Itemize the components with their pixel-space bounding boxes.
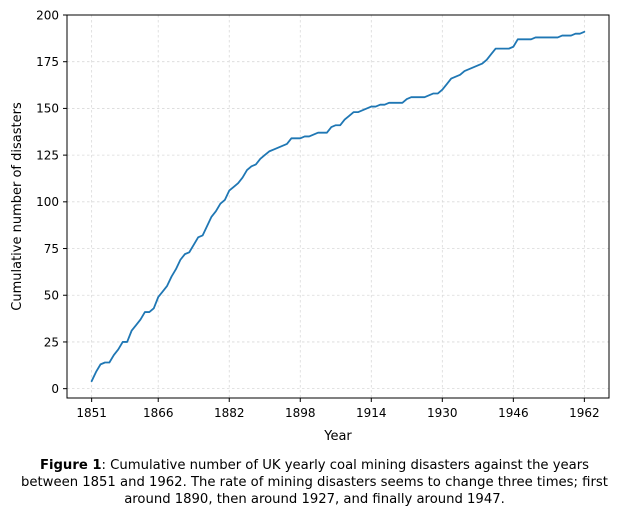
x-axis-label: Year xyxy=(323,429,352,444)
plot-frame xyxy=(66,14,610,399)
x-tick-label: 1851 xyxy=(76,406,107,420)
y-tick-label: 100 xyxy=(36,195,59,209)
y-tick-label: 25 xyxy=(44,335,59,349)
y-tick-label: 175 xyxy=(36,55,59,69)
x-tick-label: 1914 xyxy=(356,406,387,420)
chart-background xyxy=(0,0,629,450)
x-tick-label: 1866 xyxy=(143,406,174,420)
x-tick-label: 1962 xyxy=(569,406,600,420)
y-tick-label: 75 xyxy=(44,242,59,256)
y-tick-label: 125 xyxy=(36,148,59,162)
x-tick-label: 1946 xyxy=(498,406,529,420)
y-tick-label: 50 xyxy=(44,289,59,303)
y-axis-label: Cumulative number of disasters xyxy=(10,102,25,311)
y-tick-label: 0 xyxy=(51,382,59,396)
x-tick-label: 1930 xyxy=(427,406,458,420)
caption-text: : Cumulative number of UK yearly coal mi… xyxy=(21,458,608,507)
series-layer xyxy=(90,30,586,383)
series-line-0 xyxy=(90,30,586,383)
x-tick-label: 1882 xyxy=(214,406,245,420)
y-axis: 0 25 50 75 100 125 150 175 200 xyxy=(36,8,67,396)
x-tick-label: 1898 xyxy=(285,406,316,420)
y-tick-label: 200 xyxy=(36,8,59,22)
line-chart: 1851 1866 1882 1898 1914 1930 1946 1962 0 25 50 75… xyxy=(0,0,629,450)
figure-caption: Figure 1: Cumulative number of UK yearly… xyxy=(20,457,609,508)
x-axis: 1851 1866 1882 1898 1914 1930 1946 1962 xyxy=(76,398,600,420)
caption-label: Figure 1 xyxy=(39,458,102,473)
y-tick-label: 150 xyxy=(36,102,59,116)
